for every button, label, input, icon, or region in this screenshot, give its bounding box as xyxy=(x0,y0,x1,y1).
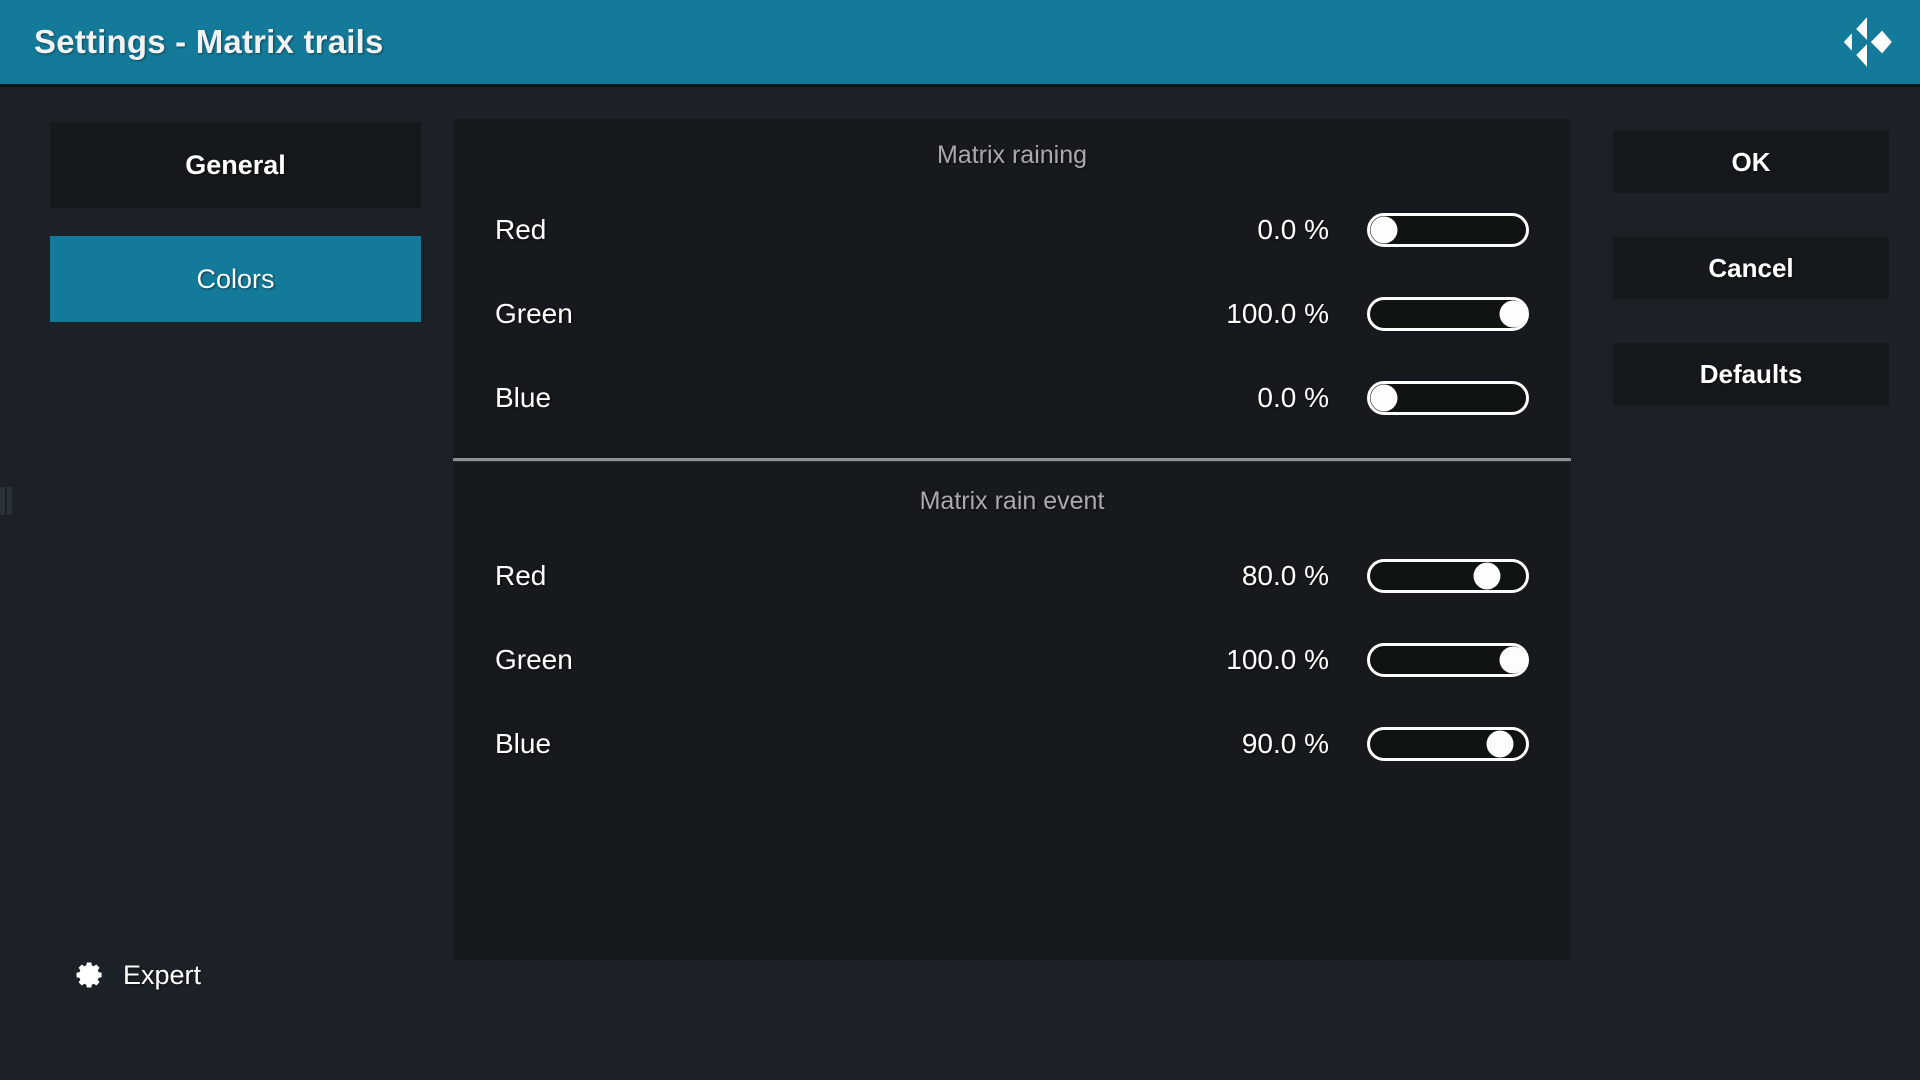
slider-thumb[interactable] xyxy=(1370,216,1397,244)
edge-scroll-nub[interactable] xyxy=(0,487,12,515)
expert-label: Expert xyxy=(123,959,202,990)
slider-row: Red 80.0 % xyxy=(453,534,1571,618)
slider-list: Red 80.0 % Green 100.0 % Blue 90.0 % xyxy=(453,522,1571,786)
page-title: Settings - Matrix trails xyxy=(34,23,384,60)
slider-label: Red xyxy=(495,214,547,245)
defaults-button-label: Defaults xyxy=(1699,358,1803,389)
slider-label: Blue xyxy=(495,382,552,413)
slider-value: 0.0 % xyxy=(1257,214,1329,245)
slider-list: Red 0.0 % Green 100.0 % Blue 0.0 % xyxy=(453,176,1571,440)
slider-row: Blue 90.0 % xyxy=(453,702,1571,786)
slider-thumb[interactable] xyxy=(1473,562,1501,590)
expert-level-toggle[interactable]: Expert xyxy=(68,956,201,994)
settings-panel: Matrix raining Red 0.0 % Green 100.0 % xyxy=(453,119,1571,960)
gear-icon xyxy=(68,956,106,994)
ok-button-label: OK xyxy=(1731,146,1771,177)
section-divider xyxy=(453,458,1571,461)
sidebar: General Colors xyxy=(50,122,421,350)
sidebar-item-label: General xyxy=(185,149,286,180)
header-underline xyxy=(0,84,1920,87)
slider-label: Green xyxy=(495,298,573,329)
section-title: Matrix rain event xyxy=(919,487,1105,515)
ok-button[interactable]: OK xyxy=(1613,131,1889,193)
slider-row: Blue 0.0 % xyxy=(453,356,1571,440)
dialog-actions: OK Cancel Defaults xyxy=(1613,131,1889,449)
slider-row: Red 0.0 % xyxy=(453,188,1571,272)
slider-green-rain-event[interactable] xyxy=(1367,643,1529,677)
slider-label: Blue xyxy=(495,728,552,759)
slider-red-raining[interactable] xyxy=(1367,213,1529,247)
slider-label: Red xyxy=(495,560,547,591)
section-matrix-rain-event: Matrix rain event Red 80.0 % Green 100.0… xyxy=(453,461,1571,786)
slider-row: Green 100.0 % xyxy=(453,272,1571,356)
defaults-button[interactable]: Defaults xyxy=(1613,343,1889,405)
slider-thumb[interactable] xyxy=(1499,300,1526,328)
sidebar-item-label: Colors xyxy=(196,263,275,294)
slider-value: 100.0 % xyxy=(1226,644,1329,675)
slider-row: Green 100.0 % xyxy=(453,618,1571,702)
slider-green-raining[interactable] xyxy=(1367,297,1529,331)
slider-thumb[interactable] xyxy=(1370,384,1397,412)
slider-value: 90.0 % xyxy=(1241,728,1329,759)
section-matrix-raining: Matrix raining Red 0.0 % Green 100.0 % xyxy=(453,119,1571,440)
slider-value: 100.0 % xyxy=(1226,298,1329,329)
window-header: Settings - Matrix trails xyxy=(0,0,1920,84)
slider-blue-rain-event[interactable] xyxy=(1367,727,1529,761)
kodi-logo-icon xyxy=(1840,15,1894,69)
slider-label: Green xyxy=(495,644,573,675)
slider-blue-raining[interactable] xyxy=(1367,381,1529,415)
cancel-button[interactable]: Cancel xyxy=(1613,237,1889,299)
sidebar-item-colors[interactable]: Colors xyxy=(50,236,421,322)
cancel-button-label: Cancel xyxy=(1708,252,1794,283)
slider-red-rain-event[interactable] xyxy=(1367,559,1529,593)
section-title: Matrix raining xyxy=(936,141,1088,169)
slider-value: 80.0 % xyxy=(1241,560,1329,591)
sidebar-item-general[interactable]: General xyxy=(50,122,421,208)
slider-thumb[interactable] xyxy=(1499,646,1526,674)
slider-thumb[interactable] xyxy=(1486,730,1514,758)
slider-value: 0.0 % xyxy=(1257,382,1329,413)
